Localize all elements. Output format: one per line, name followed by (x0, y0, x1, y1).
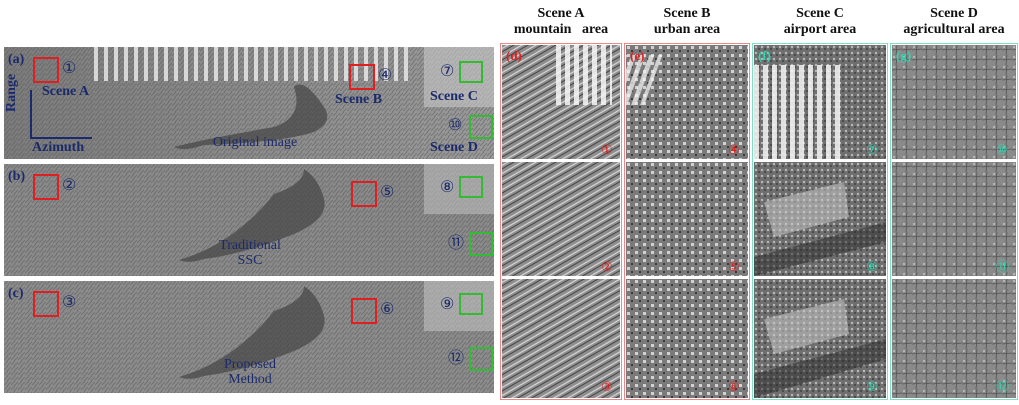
tile-marker-6: ⑥ (728, 379, 740, 394)
column-header-b: Scene B urban area (624, 6, 750, 38)
scene-a-box-b (33, 174, 59, 200)
range-axis-label: Range (4, 73, 19, 112)
tile-marker-9: ⑨ (866, 379, 878, 394)
marker-1: ① (62, 60, 77, 77)
tile-marker-2: ② (601, 259, 613, 274)
column-frame-c (752, 43, 888, 400)
column-header-d-line2: agricultural area (903, 22, 1005, 37)
tile-marker-5: ⑤ (728, 259, 740, 274)
marker-7: ⑦ (440, 63, 455, 80)
scene-b-box-b (351, 181, 377, 207)
scene-b-box-a (349, 64, 375, 90)
scene-d-box-a (469, 115, 493, 139)
tile-scene-b-original (626, 45, 748, 159)
marker-9: ⑨ (440, 296, 455, 313)
tile-scene-d-proposed (892, 279, 1016, 398)
column-header-d-line1: Scene D (930, 6, 978, 21)
column-header-c: Scene C airport area (752, 6, 888, 38)
tile-scene-d-original (892, 45, 1016, 159)
marker-11: ⑪ (448, 235, 465, 252)
marker-8: ⑧ (440, 179, 455, 196)
column-frame-b (624, 43, 750, 400)
column-header-a-line1: Scene A (537, 6, 585, 21)
scene-a-box-a (33, 57, 59, 83)
marker-2: ② (62, 177, 77, 194)
scene-c-box-b (459, 176, 483, 198)
marker-4: ④ (378, 67, 393, 84)
tile-marker-1: ① (601, 142, 613, 157)
column-c-label: (f) (758, 48, 771, 63)
tile-scene-a-traditional (502, 162, 620, 276)
column-header-c-line2: airport area (783, 22, 857, 37)
marker-6: ⑥ (380, 301, 395, 318)
panel-b-caption-line1: Traditional (219, 238, 281, 253)
panel-b-caption-line2: SSC (237, 253, 263, 268)
panel-b-image (4, 164, 494, 276)
scene-d-label: Scene D (430, 140, 478, 155)
panel-c-caption-line1: Proposed (223, 357, 277, 372)
range-axis-line (30, 90, 32, 138)
tile-marker-10: ⑩ (996, 142, 1008, 157)
column-a-label: (d) (506, 48, 522, 63)
scene-d-box-c (469, 347, 493, 371)
scene-a-box-c (33, 291, 59, 317)
column-header-a-line2: mountain area (513, 22, 609, 37)
panel-a-label: (a) (8, 52, 25, 67)
tile-scene-b-proposed (626, 279, 748, 398)
panel-a-caption: Original image (190, 135, 320, 150)
column-frame-d (890, 43, 1018, 400)
column-d-label: (g) (896, 48, 912, 63)
column-header-b-line1: Scene B (663, 6, 711, 21)
azimuth-axis-line (30, 137, 92, 139)
marker-3: ③ (62, 294, 77, 311)
tile-marker-3: ③ (601, 379, 613, 394)
scene-b-box-c (351, 298, 377, 324)
marker-12: ⑫ (448, 350, 465, 367)
panel-a-caption-line: Original image (212, 135, 298, 150)
column-b-label: (e) (630, 48, 645, 63)
tile-scene-c-original (754, 45, 886, 159)
panel-c-caption-line2: Method (228, 372, 272, 387)
panel-c-image (4, 281, 494, 393)
scene-b-label: Scene B (335, 92, 383, 107)
tile-marker-12: ⑫ (996, 379, 1010, 394)
tile-scene-a-original (502, 45, 620, 159)
column-header-b-line2: urban area (653, 22, 721, 37)
panel-b-label: (b) (8, 169, 26, 184)
tile-marker-4: ④ (728, 142, 740, 157)
azimuth-axis-label: Azimuth (32, 140, 85, 155)
scene-c-box-c (459, 293, 483, 315)
panel-c-label: (c) (8, 286, 24, 301)
tile-scene-d-traditional (892, 162, 1016, 276)
tile-scene-a-proposed (502, 279, 620, 398)
column-header-d: Scene D agricultural area (890, 6, 1018, 38)
panel-b-caption: Traditional SSC (200, 238, 300, 268)
scene-d-box-b (469, 232, 493, 256)
scene-a-label: Scene A (42, 84, 90, 99)
scene-c-label: Scene C (430, 89, 478, 104)
tile-marker-7: ⑦ (866, 142, 878, 157)
panel-c-caption: Proposed Method (200, 357, 300, 387)
panel-a-image (4, 47, 494, 159)
tile-marker-11: ⑪ (996, 259, 1010, 274)
tile-scene-c-traditional (754, 162, 886, 276)
scene-c-box-a (459, 61, 483, 83)
column-frame-a (500, 43, 622, 400)
tile-marker-8: ⑧ (866, 259, 878, 274)
marker-5: ⑤ (380, 184, 395, 201)
column-header-c-line1: Scene C (796, 6, 844, 21)
column-header-a: Scene A mountain area (500, 6, 622, 38)
tile-scene-c-proposed (754, 279, 886, 398)
marker-10: ⑩ (448, 117, 463, 134)
tile-scene-b-traditional (626, 162, 748, 276)
